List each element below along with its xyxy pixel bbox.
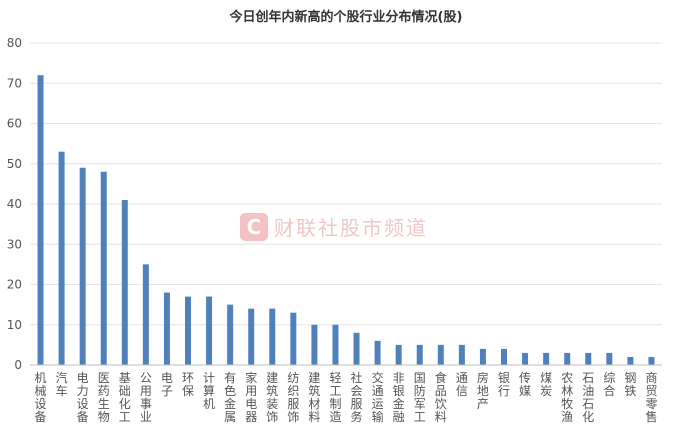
bar	[79, 167, 86, 365]
x-tick-label: 公用事业	[140, 371, 152, 424]
x-tick-label: 医药生物	[98, 371, 110, 424]
bar	[395, 344, 402, 365]
y-tick-label: 80	[7, 36, 22, 50]
y-tick-label: 30	[7, 237, 22, 251]
bar	[227, 304, 234, 365]
x-tick-label: 建筑装饰	[266, 371, 278, 424]
bar	[585, 352, 592, 365]
watermark-logo-letter: C	[247, 215, 262, 239]
y-tick-label: 40	[7, 197, 22, 211]
y-axis: 0 10 20 30 40 50 60 70 80	[7, 36, 22, 372]
watermark-text: 财联社股市频道	[274, 216, 428, 240]
bar	[248, 308, 255, 365]
x-tick-label: 纺织服饰	[287, 371, 299, 424]
bar	[522, 352, 529, 365]
x-tick-label: 煤炭	[540, 371, 552, 398]
x-tick-label: 有色金属	[224, 371, 236, 424]
x-tick-label: 传媒	[519, 370, 531, 398]
bar	[353, 332, 360, 365]
x-tick-label: 家用电器	[245, 370, 257, 424]
y-tick-label: 10	[7, 318, 22, 332]
bar	[206, 296, 213, 365]
y-tick-label: 0	[14, 358, 22, 372]
bar	[185, 296, 191, 365]
x-tick-label: 汽车	[56, 370, 68, 398]
bar	[479, 348, 486, 365]
y-tick-label: 50	[7, 157, 22, 171]
bar	[437, 344, 444, 365]
x-tick-label: 国防军工	[414, 371, 426, 424]
x-tick-label: 食品饮料	[435, 370, 447, 424]
bar	[290, 312, 297, 365]
x-tick-label: 机械设备	[35, 371, 47, 424]
x-tick-label: 石油石化	[582, 371, 594, 424]
x-axis: 机械设备汽车电力设备医药生物基础化工公用事业电子环保计算机有色金属家用电器建筑装…	[30, 364, 662, 424]
x-tick-label: 商贸零售	[645, 370, 657, 424]
bar	[163, 292, 170, 365]
bar	[564, 352, 571, 365]
bar	[648, 356, 655, 365]
bar	[606, 352, 613, 365]
x-tick-label: 房地产	[477, 370, 489, 411]
bar	[627, 356, 634, 365]
watermark-logo-icon	[240, 213, 268, 241]
bar	[100, 171, 107, 365]
bar	[501, 348, 507, 365]
bar	[458, 344, 465, 365]
bar	[311, 324, 318, 365]
y-tick-label: 20	[7, 278, 22, 292]
x-tick-label: 钢铁	[624, 371, 636, 398]
x-tick-label: 非银金融	[393, 371, 405, 424]
x-tick-label: 综合	[603, 371, 615, 398]
x-tick-label: 社会服务	[351, 370, 363, 424]
y-tick-label: 70	[7, 76, 22, 90]
x-tick-label: 计算机	[203, 371, 215, 411]
x-tick-label: 环保	[182, 371, 194, 398]
x-tick-label: 基础化工	[119, 371, 131, 424]
x-tick-label: 电子	[161, 371, 173, 398]
bar	[416, 344, 423, 365]
x-tick-label: 交通运输	[372, 370, 384, 424]
bar	[37, 75, 44, 365]
x-tick-label: 农林牧渔	[561, 371, 573, 424]
x-tick-label: 轻工制造	[329, 371, 341, 424]
y-tick-label: 60	[7, 117, 22, 131]
x-tick-label: 通信	[456, 371, 468, 398]
bar	[374, 340, 381, 365]
bar	[269, 308, 276, 365]
bar	[121, 199, 128, 365]
bars	[37, 75, 655, 365]
watermark: C 财联社股市频道	[240, 213, 428, 241]
bar	[142, 264, 149, 365]
gridlines	[30, 42, 662, 326]
bar	[332, 324, 339, 365]
bar	[543, 352, 550, 365]
bar	[58, 151, 65, 365]
x-tick-label: 银行	[498, 371, 510, 398]
x-tick-label: 电力设备	[77, 371, 89, 424]
x-tick-label: 建筑材料	[308, 371, 320, 424]
chart-title: 今日创年内新高的个股行业分布情况(股)	[229, 10, 463, 25]
